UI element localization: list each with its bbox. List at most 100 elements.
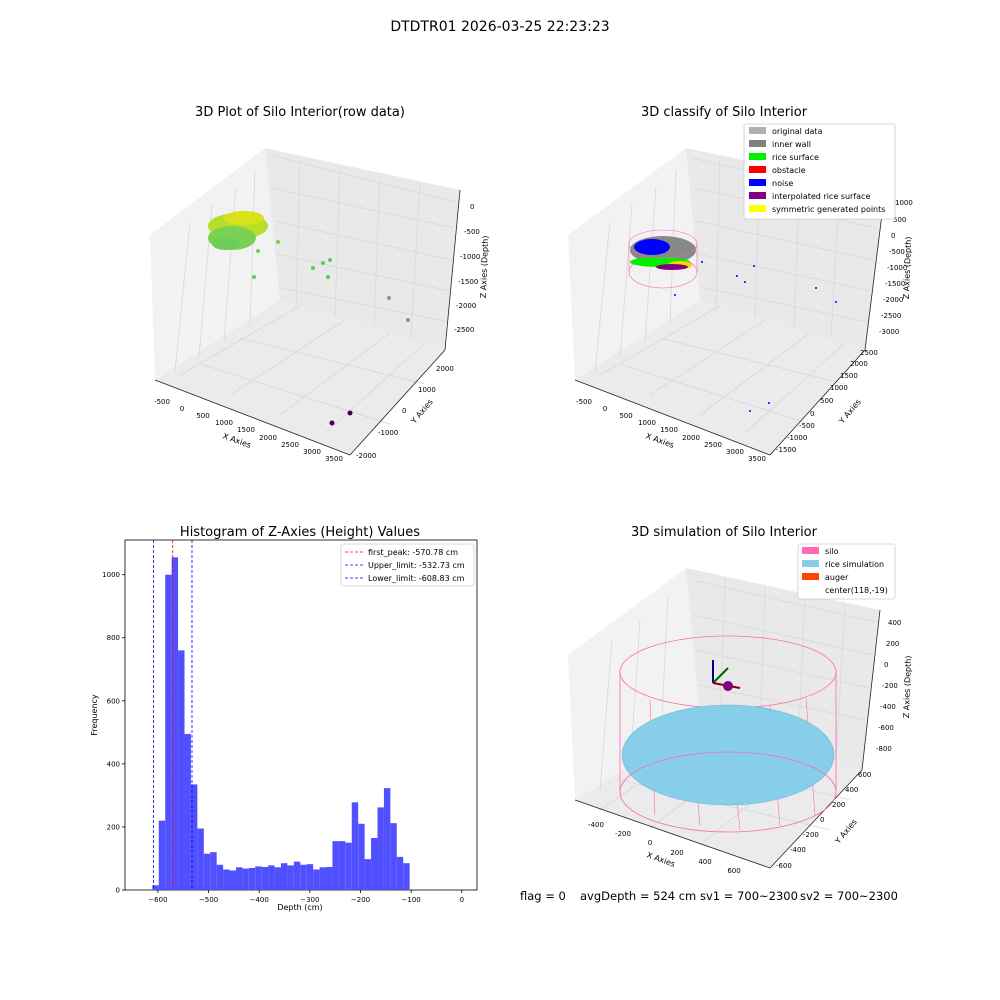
panel4-x-tick: 200 bbox=[670, 849, 683, 857]
panel1-point bbox=[329, 420, 335, 426]
footer-sv2: sv2 = 700~2300 bbox=[800, 889, 898, 903]
panel4-y-tick: 200 bbox=[832, 801, 845, 809]
legend-label: inner wall bbox=[772, 140, 811, 149]
panel3-y-ticks: 0 200 400 600 800 1000 bbox=[102, 571, 125, 895]
histogram-bar bbox=[319, 867, 327, 890]
panel3-bars bbox=[152, 557, 410, 890]
histogram-bar bbox=[178, 650, 185, 890]
histogram-bar bbox=[358, 823, 365, 890]
panel2-x-axis-line bbox=[574, 379, 771, 456]
panel1-z-tick: -1500 bbox=[458, 278, 478, 286]
panel2-noise-point bbox=[835, 301, 837, 303]
panel1-z-tick: -2000 bbox=[456, 302, 476, 310]
panel2-y-tick: 0 bbox=[810, 410, 814, 418]
y-tick-label: 800 bbox=[107, 634, 120, 642]
panel4-x-tick: 600 bbox=[727, 867, 740, 875]
panel1-point bbox=[326, 275, 330, 279]
panel2-y-axis-line bbox=[769, 349, 866, 456]
panel1-x-tick: 2500 bbox=[281, 441, 299, 449]
y-tick-label: 1000 bbox=[102, 571, 120, 579]
panel4-z-axis-line bbox=[861, 609, 881, 771]
histogram-bar bbox=[210, 852, 217, 890]
panel4-y-tick: 0 bbox=[820, 816, 824, 824]
panel2-title: 3D classify of Silo Interior bbox=[641, 105, 808, 120]
panel1-x-tick: 0 bbox=[180, 405, 184, 413]
panel4-center-marker bbox=[723, 681, 733, 691]
panel2-x-label: X Axies bbox=[644, 431, 675, 450]
footer-avg-depth: avgDepth = 524 cm bbox=[580, 889, 696, 903]
histogram-bar bbox=[165, 574, 172, 890]
panel2-noise-point bbox=[749, 410, 751, 412]
panel4-y-label: Y Axies bbox=[833, 817, 859, 846]
panel2-x-ticks: -500 0 500 1000 1500 2000 2500 3000 3500 bbox=[576, 398, 766, 463]
panel2-z-tick: -500 bbox=[889, 248, 905, 256]
panel2-x-tick: 1000 bbox=[638, 419, 656, 427]
y-tick-label: 200 bbox=[107, 823, 120, 831]
panel1-y-ticks: -2000 -1000 0 1000 2000 bbox=[356, 365, 454, 460]
x-tick-label: −600 bbox=[148, 896, 167, 904]
panel4-x-tick: -400 bbox=[588, 821, 604, 829]
panel2-z-tick: -1000 bbox=[887, 264, 907, 272]
panel2-z-tick: -2500 bbox=[881, 312, 901, 320]
panel4-z-label: Z Axies (Depth) bbox=[902, 655, 913, 718]
legend-label: rice simulation bbox=[825, 560, 884, 569]
panel4-y-axis-line bbox=[769, 769, 863, 869]
panel4-z-tick: -400 bbox=[880, 703, 896, 711]
y-tick-label: 400 bbox=[107, 760, 120, 768]
panel2-x-tick: 0 bbox=[603, 405, 607, 413]
legend-label: Upper_limit: -532.73 cm bbox=[368, 561, 465, 570]
panel1-y-tick: 0 bbox=[402, 407, 406, 415]
legend-swatch bbox=[749, 140, 766, 147]
histogram-bar bbox=[383, 788, 391, 890]
panel4-y-tick: 600 bbox=[858, 771, 871, 779]
panel3-x-ticks: −600 −500 −400 −300 −200 −100 0 bbox=[148, 890, 464, 904]
panel2-x-tick: 2000 bbox=[682, 434, 700, 442]
histogram-bar bbox=[364, 859, 372, 890]
panel1-x-tick: 3500 bbox=[325, 455, 343, 463]
histogram-bar bbox=[216, 864, 224, 890]
panel2-points bbox=[628, 229, 837, 412]
x-tick-label: 0 bbox=[460, 896, 464, 904]
panel1-x-tick: 1500 bbox=[237, 426, 255, 434]
panel1-floor-pane bbox=[155, 300, 445, 455]
histogram-bar bbox=[313, 869, 320, 890]
legend-label: first_peak: -570.78 cm bbox=[368, 548, 458, 557]
histogram-bar bbox=[287, 865, 294, 890]
panel3-y-label: Frequency bbox=[90, 694, 99, 736]
histogram-bar bbox=[248, 867, 256, 890]
panel2-legend: original data inner wall rice surface obsta… bbox=[743, 123, 896, 220]
panel1-point bbox=[276, 240, 280, 244]
legend-swatch bbox=[749, 153, 766, 160]
legend-swatch bbox=[749, 127, 766, 134]
panel-raw-3d: 3D Plot of Silo Interior(row data) -500 … bbox=[150, 105, 490, 463]
panel2-noise-cluster bbox=[634, 239, 670, 255]
panel2-x-tick: -500 bbox=[576, 398, 592, 406]
panel2-z-tick: 500 bbox=[893, 216, 906, 224]
panel2-x-tick: 2500 bbox=[704, 441, 722, 449]
histogram-bar bbox=[403, 863, 410, 890]
panel3-title: Histogram of Z-Axies (Height) Values bbox=[180, 525, 420, 540]
panel4-z-tick: 400 bbox=[888, 619, 901, 627]
panel2-z-tick: 1000 bbox=[895, 199, 913, 207]
panel1-point bbox=[347, 410, 353, 416]
panel4-x-tick: -200 bbox=[615, 830, 631, 838]
legend-label: center(118,-19) bbox=[825, 586, 888, 595]
panel2-x-tick: 3500 bbox=[748, 455, 766, 463]
panel2-y-ticks: -1500 -1000 -500 0 500 1000 1500 2000 25… bbox=[776, 349, 878, 454]
panel4-auger-y bbox=[712, 667, 729, 684]
panel2-z-tick: 0 bbox=[891, 232, 895, 240]
panel4-x-tick: 0 bbox=[648, 839, 652, 847]
panel4-z-tick: -600 bbox=[878, 724, 894, 732]
panel2-x-tick: 1500 bbox=[660, 426, 678, 434]
footer-flag: flag = 0 bbox=[520, 889, 566, 903]
panel4-silo-wireframe bbox=[619, 635, 837, 833]
panel2-x-tick: 3000 bbox=[726, 448, 744, 456]
legend-swatch bbox=[802, 547, 819, 554]
histogram-bar bbox=[255, 866, 262, 890]
panel4-z-tick: -800 bbox=[876, 745, 892, 753]
histogram-bar bbox=[371, 837, 378, 890]
panel2-noise-point bbox=[701, 261, 703, 263]
legend-swatch bbox=[749, 166, 766, 173]
panel1-z-tick: -1000 bbox=[460, 253, 480, 261]
panel2-y-tick: 1500 bbox=[840, 372, 858, 380]
